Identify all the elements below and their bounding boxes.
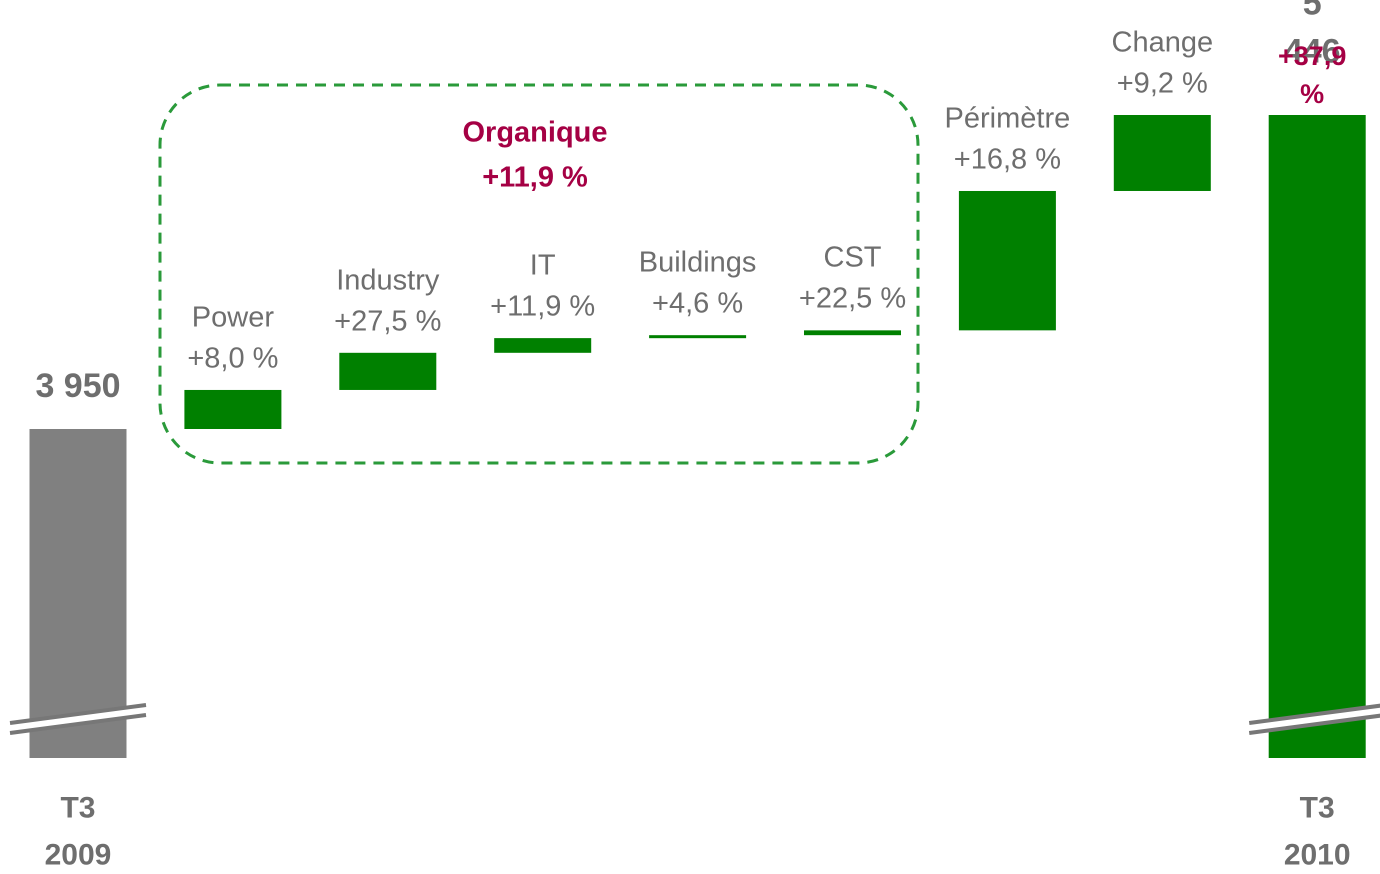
step-bar bbox=[339, 352, 437, 390]
axis-break-line bbox=[1248, 713, 1380, 735]
group-label: +11,9 % bbox=[482, 161, 588, 194]
axis-break-line bbox=[9, 703, 147, 725]
step-bar bbox=[1113, 115, 1211, 191]
axis-break-gap bbox=[18, 706, 138, 732]
group-title: Organique bbox=[462, 116, 608, 149]
step-name: Change bbox=[1111, 26, 1214, 59]
end-value-label: 5 446 bbox=[1283, 0, 1341, 70]
step-name: Power bbox=[191, 301, 274, 334]
step-label: +27,5 % bbox=[334, 305, 442, 338]
step-name: Industry bbox=[336, 264, 440, 297]
organic-group-box bbox=[158, 83, 920, 465]
start-bar bbox=[29, 429, 127, 758]
step-label: +4,6 % bbox=[652, 287, 744, 320]
step-label: +8,0 % bbox=[187, 342, 279, 375]
step-label: +9,2 % bbox=[1116, 67, 1208, 100]
step-bar bbox=[804, 330, 901, 336]
axis-break-gap bbox=[1257, 706, 1378, 732]
start-value-label: 3 950 bbox=[35, 367, 121, 406]
step-name: IT bbox=[529, 249, 556, 282]
step-bar bbox=[184, 389, 282, 429]
end-bar bbox=[1268, 115, 1366, 758]
step-name: Périmètre bbox=[944, 102, 1071, 135]
step-bar bbox=[494, 338, 592, 353]
axis-break-line bbox=[9, 713, 147, 735]
step-bar bbox=[649, 335, 747, 339]
axis-break-line bbox=[1248, 703, 1380, 725]
step-bar bbox=[958, 190, 1056, 331]
step-name: Buildings bbox=[638, 246, 757, 279]
step-label: +16,8 % bbox=[953, 143, 1062, 176]
end-category: T3 2010 bbox=[1283, 791, 1351, 872]
step-label: +22,5 % bbox=[798, 283, 907, 316]
step-name: CST bbox=[823, 242, 882, 275]
start-category: T3 2009 bbox=[44, 791, 112, 872]
step-label: +11,9 % bbox=[490, 290, 596, 323]
end-change-label: +37,9 % bbox=[1278, 41, 1347, 109]
